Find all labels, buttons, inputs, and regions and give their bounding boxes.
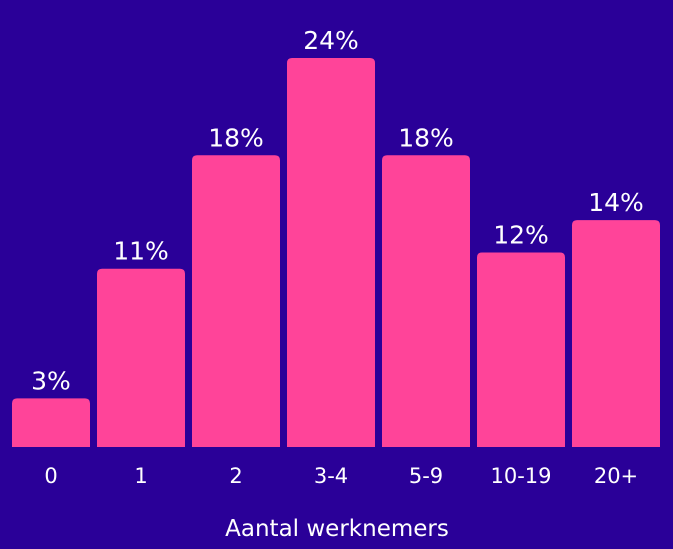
x-tick-label: 10-19 xyxy=(490,464,551,488)
value-label: 18% xyxy=(208,123,264,152)
value-label: 18% xyxy=(398,123,454,152)
bar xyxy=(97,268,185,447)
value-label: 11% xyxy=(113,237,169,266)
bar xyxy=(572,220,660,447)
x-tick-label: 5-9 xyxy=(409,464,443,488)
bar xyxy=(12,398,90,447)
x-tick-label: 0 xyxy=(44,464,57,488)
x-tick-label: 1 xyxy=(134,464,147,488)
bar xyxy=(192,155,280,447)
value-label: 24% xyxy=(303,26,359,55)
value-label: 12% xyxy=(493,221,549,250)
value-label: 3% xyxy=(31,366,71,395)
value-label: 14% xyxy=(588,188,644,217)
x-tick-label: 3-4 xyxy=(314,464,348,488)
x-axis-title: Aantal werknemers xyxy=(225,516,449,542)
x-tick-label: 20+ xyxy=(594,464,638,488)
bar xyxy=(382,155,470,447)
x-tick-label: 2 xyxy=(229,464,242,488)
bar xyxy=(287,58,375,447)
bar xyxy=(477,252,565,447)
